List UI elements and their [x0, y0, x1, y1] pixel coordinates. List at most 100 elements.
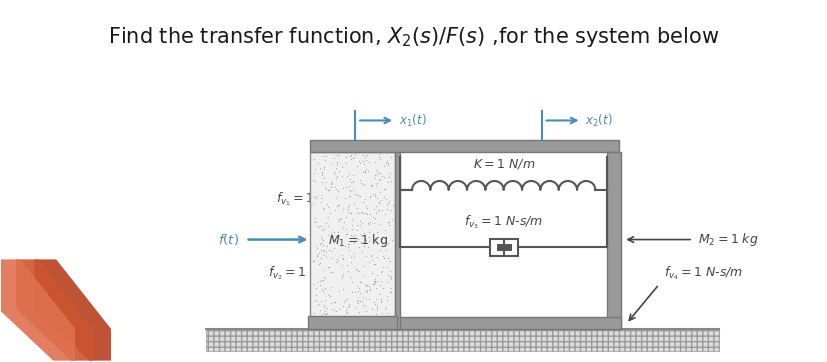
Point — [359, 253, 372, 258]
Point — [337, 271, 350, 277]
Point — [351, 300, 364, 306]
Point — [316, 242, 329, 248]
Point — [374, 270, 387, 275]
Point — [325, 234, 338, 240]
Point — [363, 219, 376, 225]
Point — [352, 321, 366, 327]
Point — [361, 282, 374, 287]
Point — [327, 307, 340, 313]
Point — [372, 176, 385, 182]
Point — [332, 169, 346, 174]
Point — [370, 254, 384, 260]
Point — [330, 240, 343, 246]
Point — [313, 255, 327, 261]
Point — [313, 241, 326, 247]
Point — [358, 169, 371, 175]
Point — [353, 290, 366, 296]
Point — [368, 278, 381, 284]
Point — [329, 308, 342, 314]
Point — [313, 260, 326, 266]
Point — [331, 188, 344, 194]
Point — [308, 285, 322, 290]
Text: $f_{v_1}= 1$ N-s/m: $f_{v_1}= 1$ N-s/m — [275, 190, 355, 207]
Point — [351, 309, 365, 315]
Point — [319, 249, 332, 255]
Point — [343, 156, 356, 162]
Bar — [310, 152, 394, 329]
Point — [356, 302, 370, 308]
Point — [356, 169, 370, 174]
Point — [381, 174, 394, 180]
Point — [348, 191, 361, 197]
Point — [336, 286, 349, 292]
Point — [332, 202, 345, 208]
Point — [350, 267, 363, 273]
Point — [370, 307, 384, 313]
Point — [380, 264, 394, 270]
Point — [328, 169, 342, 175]
Point — [358, 289, 371, 294]
Point — [325, 316, 338, 322]
Point — [331, 202, 344, 208]
Point — [351, 244, 365, 250]
Point — [324, 300, 337, 306]
Point — [378, 321, 391, 327]
Point — [316, 248, 329, 254]
Point — [312, 224, 325, 230]
Point — [323, 210, 336, 215]
Point — [343, 193, 356, 199]
Point — [346, 172, 359, 178]
Point — [310, 298, 323, 304]
Point — [361, 283, 375, 289]
Point — [360, 287, 373, 292]
Point — [355, 220, 368, 226]
Point — [383, 258, 396, 264]
Point — [336, 185, 349, 191]
Text: $f_{v_2}= 1$ N-s/m: $f_{v_2}= 1$ N-s/m — [268, 265, 347, 282]
Point — [322, 292, 335, 298]
Point — [364, 253, 377, 259]
Point — [359, 166, 372, 172]
Point — [310, 193, 323, 199]
Point — [318, 285, 331, 290]
Point — [367, 278, 380, 284]
Point — [361, 235, 375, 240]
Point — [308, 195, 322, 201]
Bar — [205, 329, 718, 351]
Point — [328, 237, 342, 243]
Point — [329, 186, 342, 192]
Point — [372, 177, 385, 183]
Point — [319, 186, 332, 191]
Point — [385, 155, 398, 160]
Point — [361, 220, 375, 226]
Point — [377, 163, 390, 169]
Point — [325, 306, 338, 312]
Point — [317, 166, 330, 172]
Point — [375, 173, 388, 179]
Point — [312, 301, 325, 307]
Point — [382, 317, 395, 323]
Point — [378, 186, 391, 192]
Point — [345, 217, 358, 223]
Point — [332, 218, 345, 224]
Point — [370, 229, 384, 235]
Point — [340, 296, 353, 302]
Point — [338, 226, 351, 232]
Point — [363, 286, 376, 292]
Point — [324, 248, 337, 254]
Point — [379, 247, 392, 253]
Point — [355, 249, 368, 255]
Point — [338, 322, 351, 328]
Bar — [308, 316, 397, 329]
Point — [327, 299, 340, 305]
Point — [351, 283, 364, 289]
Point — [313, 247, 327, 253]
Point — [322, 187, 335, 193]
Point — [342, 247, 356, 253]
Point — [351, 321, 365, 327]
Point — [314, 195, 327, 201]
Point — [315, 169, 328, 175]
Point — [356, 159, 369, 164]
Point — [353, 222, 366, 228]
Point — [356, 230, 370, 236]
